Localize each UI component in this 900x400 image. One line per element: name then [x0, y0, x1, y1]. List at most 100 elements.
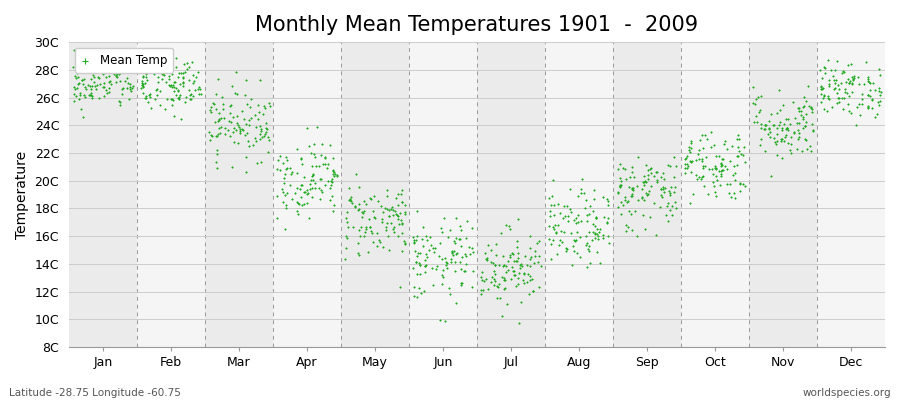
Mean Temp	[274, 186, 289, 192]
Mean Temp	[315, 188, 329, 195]
Mean Temp	[165, 102, 179, 108]
Mean Temp	[567, 247, 581, 254]
Mean Temp	[94, 69, 108, 75]
Mean Temp	[593, 260, 608, 266]
Mean Temp	[549, 228, 563, 235]
Mean Temp	[115, 91, 130, 98]
Mean Temp	[642, 188, 656, 194]
Mean Temp	[510, 243, 525, 250]
Mean Temp	[783, 150, 797, 156]
Mean Temp	[253, 130, 267, 137]
Mean Temp	[262, 103, 276, 109]
Mean Temp	[236, 127, 250, 133]
Mean Temp	[319, 155, 333, 161]
Mean Temp	[211, 76, 225, 82]
Mean Temp	[695, 132, 709, 138]
Mean Temp	[481, 285, 495, 292]
Mean Temp	[104, 65, 119, 71]
Mean Temp	[375, 208, 390, 215]
Mean Temp	[837, 69, 851, 75]
Mean Temp	[814, 83, 829, 90]
Mean Temp	[754, 121, 769, 127]
Mean Temp	[554, 210, 568, 216]
Mean Temp	[599, 196, 614, 202]
Text: Latitude -28.75 Longitude -60.75: Latitude -28.75 Longitude -60.75	[9, 388, 181, 398]
Mean Temp	[510, 250, 525, 256]
Mean Temp	[204, 104, 219, 110]
Mean Temp	[517, 271, 531, 277]
Mean Temp	[528, 253, 543, 260]
Mean Temp	[792, 120, 806, 126]
Mean Temp	[324, 181, 338, 188]
Mean Temp	[758, 122, 772, 128]
Mean Temp	[799, 137, 814, 143]
Mean Temp	[792, 130, 806, 136]
Mean Temp	[136, 84, 150, 90]
Mean Temp	[868, 87, 882, 94]
Mean Temp	[372, 237, 386, 243]
Mean Temp	[545, 176, 560, 183]
Mean Temp	[542, 222, 556, 229]
Mean Temp	[477, 278, 491, 284]
Mean Temp	[804, 105, 818, 112]
Mean Temp	[720, 146, 734, 153]
Mean Temp	[655, 186, 670, 192]
Mean Temp	[212, 130, 226, 137]
Mean Temp	[797, 94, 812, 100]
Mean Temp	[500, 262, 514, 269]
Mean Temp	[580, 246, 595, 252]
Mean Temp	[770, 125, 785, 131]
Mean Temp	[278, 153, 293, 160]
Mean Temp	[669, 205, 683, 211]
Mean Temp	[869, 111, 884, 117]
Mean Temp	[548, 221, 562, 228]
Mean Temp	[124, 85, 139, 92]
Mean Temp	[712, 168, 726, 174]
Mean Temp	[327, 202, 341, 208]
Mean Temp	[171, 88, 185, 94]
Mean Temp	[409, 259, 423, 266]
Mean Temp	[859, 59, 873, 65]
Mean Temp	[626, 226, 640, 233]
Mean Temp	[330, 172, 345, 179]
Mean Temp	[233, 128, 248, 134]
Mean Temp	[770, 110, 784, 116]
Mean Temp	[775, 102, 789, 108]
Mean Temp	[842, 80, 856, 86]
Mean Temp	[732, 148, 746, 154]
Mean Temp	[792, 105, 806, 111]
Mean Temp	[248, 112, 262, 119]
Mean Temp	[121, 80, 135, 86]
Mean Temp	[733, 180, 747, 187]
Mean Temp	[218, 131, 232, 138]
Mean Temp	[625, 168, 639, 175]
Mean Temp	[499, 222, 513, 228]
Mean Temp	[831, 95, 845, 101]
Mean Temp	[586, 208, 600, 214]
Mean Temp	[511, 320, 526, 326]
Mean Temp	[520, 278, 535, 285]
Mean Temp	[135, 74, 149, 80]
Mean Temp	[411, 284, 426, 291]
Mean Temp	[543, 213, 557, 220]
Mean Temp	[667, 154, 681, 160]
Mean Temp	[668, 183, 682, 190]
Mean Temp	[395, 220, 410, 226]
Mean Temp	[714, 163, 728, 170]
Mean Temp	[570, 228, 584, 235]
Mean Temp	[242, 122, 256, 128]
Mean Temp	[143, 51, 157, 57]
Mean Temp	[166, 82, 181, 88]
Mean Temp	[143, 94, 157, 101]
Mean Temp	[259, 129, 274, 136]
Mean Temp	[221, 127, 236, 133]
Mean Temp	[822, 77, 836, 83]
Mean Temp	[411, 260, 426, 266]
Mean Temp	[840, 90, 854, 96]
Mean Temp	[69, 84, 84, 91]
Mean Temp	[352, 206, 366, 212]
Mean Temp	[769, 141, 783, 147]
Mean Temp	[492, 281, 507, 287]
Mean Temp	[297, 188, 311, 195]
Mean Temp	[834, 70, 849, 76]
